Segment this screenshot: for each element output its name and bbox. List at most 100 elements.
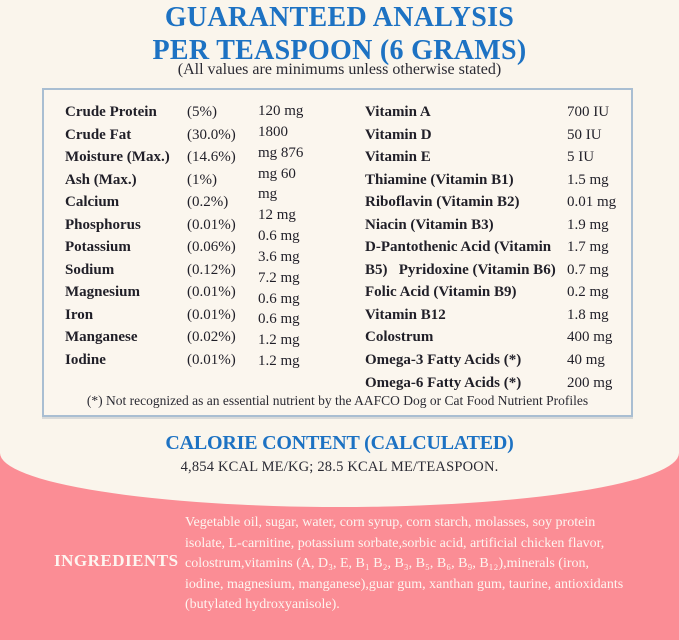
nutrient-percent: (0.02%) — [187, 329, 236, 346]
vitamins-column: Vitamin A 700 IU Vitamin D 50 IU Vitamin E 5 … — [365, 101, 621, 394]
title-line-1: GUARANTEED ANALYSIS — [164, 2, 515, 33]
nutrient-amount: 0.6 mg — [258, 290, 300, 307]
analysis-row: Iron (0.01%) — [65, 304, 260, 327]
analysis-row: Ash (Max.) (1%) — [65, 169, 260, 192]
nutrient-name: Iodine — [65, 352, 106, 369]
nutrient-name: Phosphorus — [65, 216, 141, 233]
nutrient-name: Calcium — [65, 194, 120, 211]
analysis-row: D-Pantothenic Acid (Vitamin 1.7 mg — [365, 236, 621, 259]
nutrient-name: Vitamin B12 — [365, 306, 446, 323]
nutrient-name: Manganese — [65, 329, 138, 346]
nutrient-amount: 5 IU — [567, 149, 595, 166]
analysis-row: Potassium (0.06%) — [65, 236, 260, 259]
analysis-row: Crude Protein (5%) — [65, 101, 260, 124]
analysis-row: Riboflavin (Vitamin B2) 0.01 mg — [365, 191, 621, 214]
nutrient-name: Riboflavin (Vitamin B2) — [365, 194, 520, 211]
nutrient-amount: 7.2 mg — [258, 269, 300, 286]
calorie-content-values: 4,854 KCAL ME/KG; 28.5 KCAL ME/TEASPOON. — [180, 459, 499, 475]
nutrient-amount: 1.9 mg — [567, 216, 609, 233]
nutrient-percent: (1%) — [187, 171, 217, 188]
analysis-row: Crude Fat (30.0%) — [65, 124, 260, 147]
nutrient-name: Omega-3 Fatty Acids (*) — [365, 352, 522, 369]
nutrient-amount: 700 IU — [567, 104, 610, 120]
analysis-row: Vitamin A 700 IU — [365, 101, 621, 124]
nutrient-amount: 40 mg — [567, 352, 605, 369]
nutrient-name: Vitamin A — [365, 104, 431, 120]
nutrient-name: Folic Acid (Vitamin B9) — [365, 284, 517, 301]
nutrient-percent: (0.01%) — [187, 352, 236, 369]
nutrient-percent: (14.6%) — [187, 149, 236, 166]
nutrient-amount: 1.7 mg — [567, 239, 609, 256]
nutrient-amount: 1.2 mg — [258, 353, 300, 370]
nutrient-name: Crude Protein — [65, 104, 157, 120]
nutrient-name: Magnesium — [65, 284, 140, 301]
nutrient-percent: (0.2%) — [187, 194, 229, 211]
calorie-content-title: CALORIE CONTENT (CALCULATED) — [165, 432, 514, 454]
minerals-column: Crude Protein (5%) Crude Fat (30.0%) Moistur… — [65, 101, 260, 372]
analysis-row: Vitamin B12 1.8 mg — [365, 304, 621, 327]
title-line-2: PER TEASPOON (6 GRAMS) — [152, 35, 527, 66]
nutrient-name: Crude Fat — [65, 126, 132, 143]
analysis-row: Niacin (Vitamin B3) 1.9 mg — [365, 214, 621, 237]
nutrient-name: Iron — [65, 306, 94, 323]
analysis-row: Omega-6 Fatty Acids (*) 200 mg — [365, 372, 621, 395]
nutrient-name: Thiamine (Vitamin B1) — [365, 171, 514, 188]
nutrient-amount: mg 60 — [258, 165, 296, 182]
nutrient-amount: 0.6 mg — [258, 311, 300, 328]
nutrient-name: Vitamin D — [365, 126, 432, 143]
nutrient-amount: 1.5 mg — [567, 171, 609, 188]
ingredients-text: Vegetable oil, sugar, water, corn syrup,… — [185, 515, 624, 613]
analysis-row: Folic Acid (Vitamin B9) 0.2 mg — [365, 281, 621, 304]
nutrient-name: Omega-6 Fatty Acids (*) — [365, 374, 522, 391]
analysis-row: Vitamin D 50 IU — [365, 124, 621, 147]
nutrient-amount: 1800 — [258, 123, 288, 140]
page-title: GUARANTEED ANALYSIS PER TEASPOON (6 GRAM… — [0, 1, 679, 67]
ingredients-label: INGREDIENTS — [54, 551, 179, 570]
nutrient-name: Niacin (Vitamin B3) — [365, 216, 494, 233]
nutrient-name: Moisture (Max.) — [65, 149, 170, 166]
analysis-row: Magnesium (0.01%) — [65, 281, 260, 304]
analysis-row: Manganese (0.02%) — [65, 326, 260, 349]
title-subtitle: (All values are minimums unless otherwis… — [177, 61, 502, 78]
nutrient-name: Ash (Max.) — [65, 171, 137, 188]
nutrient-percent: (0.01%) — [187, 284, 236, 301]
nutrient-amount: 50 IU — [567, 126, 602, 143]
nutrient-amount: 0.6 mg — [258, 228, 300, 245]
analysis-row: Calcium (0.2%) — [65, 191, 260, 214]
nutrient-name: D-Pantothenic Acid (Vitamin — [365, 239, 552, 256]
nutrient-amount: 3.6 mg — [258, 248, 300, 265]
analysis-row: Vitamin E 5 IU — [365, 146, 621, 169]
analysis-row: Thiamine (Vitamin B1) 1.5 mg — [365, 169, 621, 192]
nutrient-name: B5) Pyridoxine (Vitamin B6) — [365, 261, 556, 278]
nutrient-percent: (0.12%) — [187, 261, 236, 278]
nutrient-percent: (0.06%) — [187, 239, 236, 256]
analysis-row: Moisture (Max.) (14.6%) — [65, 146, 260, 169]
analysis-row: Iodine (0.01%) — [65, 349, 260, 372]
nutrient-amount: 1.2 mg — [258, 332, 300, 349]
nutrient-amount: 0.2 mg — [567, 284, 609, 301]
nutrient-percent: (0.01%) — [187, 216, 236, 233]
nutrient-percent: (30.0%) — [187, 126, 236, 143]
guaranteed-analysis-box: Crude Protein (5%) Crude Fat (30.0%) Moistur… — [42, 88, 633, 417]
nutrient-amount: 0.01 mg — [567, 194, 617, 211]
nutrient-amount: 200 mg — [567, 374, 613, 391]
nutrient-name: Sodium — [65, 261, 115, 278]
nutrient-name: Colostrum — [365, 329, 434, 346]
nutrient-percent: (5%) — [187, 104, 217, 120]
nutrient-amount: mg 876 — [258, 144, 304, 161]
minerals-amounts-column: 120 mg 1800 mg 876 mg 60 mg 12 mg 0.6 mg 3.6 mg… — [258, 101, 348, 372]
nutrient-amount: 400 mg — [567, 329, 613, 346]
nutrient-amount: 120 mg — [258, 103, 304, 119]
analysis-row: Omega-3 Fatty Acids (*) 40 mg — [365, 349, 621, 372]
nutrient-percent: (0.01%) — [187, 306, 236, 323]
analysis-row: B5) Pyridoxine (Vitamin B6) 0.7 mg — [365, 259, 621, 282]
nutrient-name: Potassium — [65, 239, 131, 256]
aafco-footnote: (*) Not recognized as an essential nutri… — [86, 393, 589, 408]
nutrient-amount: 12 mg — [258, 207, 296, 224]
nutrient-amount: 0.7 mg — [567, 261, 609, 278]
analysis-row: Colostrum 400 mg — [365, 326, 621, 349]
nutrient-amount: 1.8 mg — [567, 306, 609, 323]
nutrient-amount: mg — [258, 186, 278, 203]
analysis-row: Phosphorus (0.01%) — [65, 214, 260, 237]
